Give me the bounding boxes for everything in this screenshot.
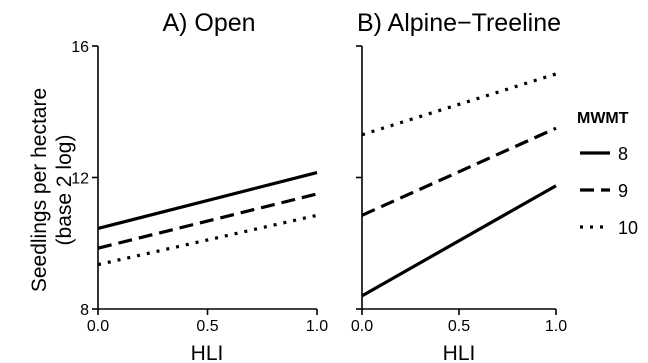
panel-alpine-treeline-x-axis-label: HLI (443, 342, 476, 363)
y-tick-label: 8 (80, 302, 89, 319)
y-tick-label: 12 (71, 171, 89, 188)
panel-alpine-treeline: B) Alpine−Treeline 0.0 0.5 1.0 HLI (351, 9, 567, 363)
panel-open-x-axis-label: HLI (191, 342, 224, 363)
x-tick-label: 0.5 (196, 318, 218, 335)
series-line-mwmt-9 (97, 192, 318, 250)
legend-title: MWMT (577, 110, 629, 127)
legend-label: 9 (618, 181, 628, 201)
x-tick-label: 1.0 (306, 318, 328, 335)
series-line-mwmt-8 (97, 171, 318, 231)
series-line-mwmt-10 (97, 213, 318, 267)
x-tick-label: 0.0 (87, 318, 109, 335)
x-tick-label: 0.5 (448, 318, 470, 335)
series-line-mwmt-9 (361, 126, 557, 217)
legend-label: 8 (618, 144, 628, 164)
legend-label: 10 (618, 218, 638, 238)
x-tick-label: 1.0 (545, 318, 567, 335)
x-tick-label: 0.0 (351, 318, 373, 335)
legend: MWMT 8 9 10 (577, 110, 638, 238)
series-line-mwmt-10 (361, 72, 557, 137)
y-axis-label-line2: (base 2 log) (53, 135, 76, 246)
y-axis-label-line1: Seedlings per hectare (28, 88, 51, 292)
panel-open: A) Open 0.0 0.5 1.0 8 12 16 HLI (71, 9, 328, 363)
y-tick-label: 16 (71, 39, 89, 56)
panel-alpine-treeline-title: B) Alpine−Treeline (357, 9, 561, 37)
panel-open-title: A) Open (162, 9, 255, 37)
series-line-mwmt-8 (361, 184, 557, 298)
